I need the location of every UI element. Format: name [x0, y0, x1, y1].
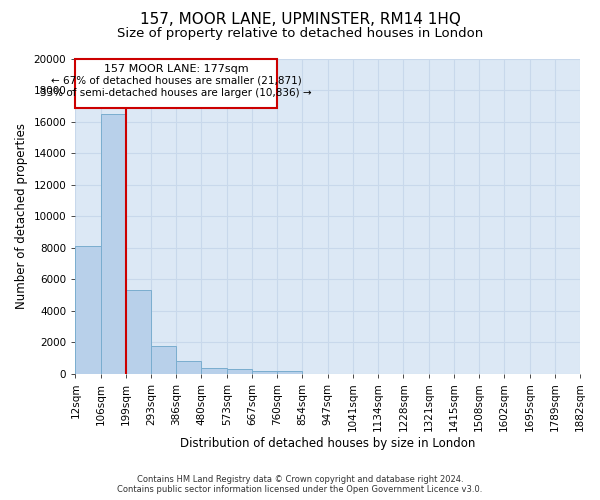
- Bar: [252, 370, 277, 374]
- Bar: [76, 59, 277, 108]
- Text: 157 MOOR LANE: 177sqm: 157 MOOR LANE: 177sqm: [104, 64, 248, 74]
- Y-axis label: Number of detached properties: Number of detached properties: [15, 124, 28, 310]
- Text: Contains HM Land Registry data © Crown copyright and database right 2024.
Contai: Contains HM Land Registry data © Crown c…: [118, 474, 482, 494]
- Text: Size of property relative to detached houses in London: Size of property relative to detached ho…: [117, 28, 483, 40]
- Bar: [202, 368, 227, 374]
- Bar: [176, 361, 202, 374]
- Bar: [76, 246, 101, 374]
- Bar: [151, 346, 176, 374]
- Bar: [277, 372, 302, 374]
- Bar: [101, 114, 126, 374]
- Bar: [126, 290, 151, 374]
- Text: 157, MOOR LANE, UPMINSTER, RM14 1HQ: 157, MOOR LANE, UPMINSTER, RM14 1HQ: [140, 12, 460, 28]
- Text: 33% of semi-detached houses are larger (10,836) →: 33% of semi-detached houses are larger (…: [40, 88, 312, 98]
- Text: ← 67% of detached houses are smaller (21,871): ← 67% of detached houses are smaller (21…: [51, 76, 302, 86]
- X-axis label: Distribution of detached houses by size in London: Distribution of detached houses by size …: [180, 437, 475, 450]
- Bar: [227, 369, 252, 374]
